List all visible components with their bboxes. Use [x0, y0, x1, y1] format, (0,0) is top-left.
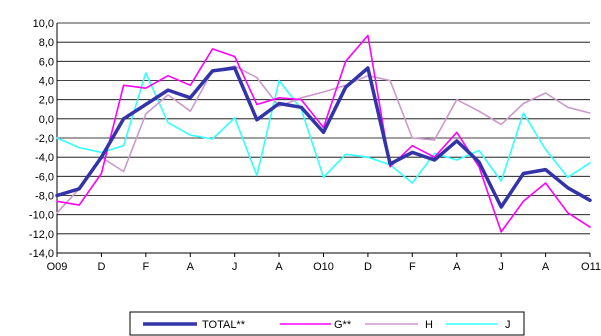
y-tick-label: 4,0: [39, 76, 54, 88]
y-tick-label: 8,0: [39, 37, 54, 49]
x-tick-label: A: [542, 261, 550, 273]
x-tick-label: O09: [47, 261, 68, 273]
x-axis-tick-labels: O09 D F A J A O10 D F A J A O11: [47, 261, 601, 273]
y-tick-label: -14,0: [29, 248, 54, 260]
x-tick-label: A: [453, 261, 461, 273]
x-tick-label: A: [187, 261, 195, 273]
x-tick-label: A: [275, 261, 283, 273]
series-line-h: [56, 65, 591, 214]
x-tick-label: D: [364, 261, 372, 273]
y-tick-label: -12,0: [29, 229, 54, 241]
y-tick-label: -4,0: [35, 152, 54, 164]
y-tick-label: -6,0: [35, 171, 54, 183]
y-tick-label: 2,0: [39, 95, 54, 107]
legend-label-total: TOTAL**: [202, 319, 246, 331]
y-tick-label: 0,0: [39, 114, 54, 126]
series-line-g: [56, 34, 591, 233]
legend-label-g: G**: [334, 319, 352, 331]
y-tick-label: 6,0: [39, 56, 54, 68]
x-tick-label: J: [498, 261, 504, 273]
y-tick-label: -8,0: [35, 191, 54, 203]
legend-label-h: H: [425, 319, 433, 331]
series-lines: [55, 34, 592, 233]
series-line-total: [55, 66, 592, 209]
x-tick-label: O11: [581, 261, 601, 273]
x-tick-label: J: [232, 261, 238, 273]
y-tick-label: -10,0: [29, 210, 54, 222]
y-axis-tick-labels: 10,0 8,0 6,0 4,0 2,0 0,0 -2,0 -4,0 -6,0 -8,0 -10,0…: [29, 18, 54, 260]
x-tick-label: F: [409, 261, 416, 273]
x-tick-label: O10: [313, 261, 334, 273]
x-tick-label: F: [142, 261, 149, 273]
y-tick-label: 10,0: [33, 18, 54, 30]
legend-label-j: J: [505, 319, 511, 331]
y-tick-label: -2,0: [35, 133, 54, 145]
legend: TOTAL** G** H J: [129, 311, 525, 336]
x-tick-label: D: [97, 261, 105, 273]
series-line-j: [56, 72, 591, 184]
